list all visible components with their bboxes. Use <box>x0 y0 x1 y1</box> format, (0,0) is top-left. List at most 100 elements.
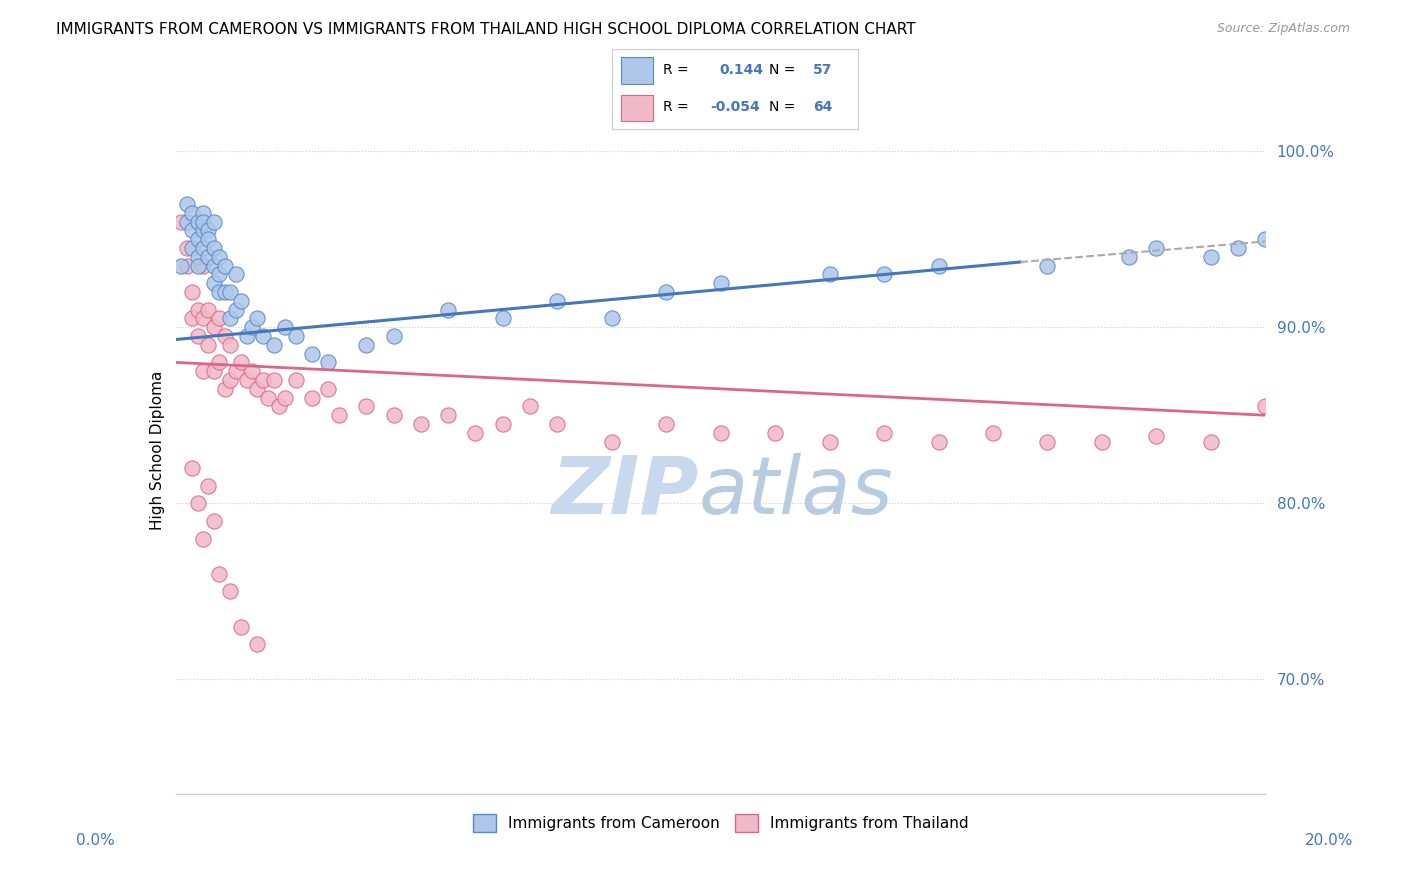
Point <box>202 259 225 273</box>
Point <box>252 329 274 343</box>
Point <box>274 320 297 334</box>
Point <box>191 364 214 378</box>
Point <box>246 637 269 651</box>
Y-axis label: High School Diploma: High School Diploma <box>149 371 165 530</box>
Point <box>191 311 214 326</box>
Point <box>186 496 209 510</box>
Point <box>176 241 198 255</box>
Point <box>231 619 253 633</box>
Point <box>186 214 209 228</box>
Point <box>170 214 193 228</box>
Point <box>409 417 432 431</box>
Point <box>214 329 236 343</box>
Point <box>546 417 568 431</box>
Point <box>219 584 242 599</box>
Point <box>600 311 623 326</box>
Point <box>197 338 219 352</box>
Point <box>181 241 204 255</box>
Point <box>225 268 247 282</box>
Point <box>197 478 219 492</box>
Point <box>492 417 515 431</box>
Text: Source: ZipAtlas.com: Source: ZipAtlas.com <box>1216 22 1350 36</box>
Point <box>328 409 350 423</box>
Point <box>202 241 225 255</box>
Point <box>274 391 297 405</box>
Point <box>214 382 236 396</box>
Point <box>170 259 193 273</box>
Point <box>176 259 198 273</box>
Point <box>202 514 225 528</box>
Point <box>1091 434 1114 449</box>
Point <box>186 250 209 264</box>
Point <box>519 400 541 414</box>
Point <box>197 232 219 246</box>
Point <box>284 329 307 343</box>
Point <box>197 223 219 237</box>
Point <box>382 409 405 423</box>
Point <box>197 302 219 317</box>
Point <box>231 293 253 308</box>
Point <box>186 329 209 343</box>
Point <box>181 223 204 237</box>
Point <box>763 425 786 440</box>
Point <box>208 250 231 264</box>
Point <box>1036 259 1059 273</box>
Point <box>600 434 623 449</box>
Point <box>191 205 214 219</box>
Point <box>235 329 257 343</box>
Point <box>240 320 263 334</box>
Point <box>202 320 225 334</box>
Point <box>181 311 204 326</box>
Point <box>928 434 950 449</box>
Point <box>208 355 231 369</box>
Point <box>197 250 219 264</box>
Point <box>181 285 204 299</box>
Point <box>873 425 896 440</box>
Text: -0.054: -0.054 <box>710 100 759 114</box>
Point <box>191 241 214 255</box>
Point <box>219 338 242 352</box>
Text: atlas: atlas <box>699 452 894 531</box>
Point <box>246 382 269 396</box>
Point <box>219 285 242 299</box>
Point <box>710 425 733 440</box>
Point <box>318 355 340 369</box>
FancyBboxPatch shape <box>621 95 654 121</box>
Point <box>655 285 678 299</box>
Point <box>176 214 198 228</box>
Point <box>1199 434 1222 449</box>
Point <box>710 276 733 290</box>
Point <box>1254 400 1277 414</box>
Point <box>208 311 231 326</box>
Point <box>231 355 253 369</box>
Point <box>225 302 247 317</box>
Point <box>437 302 460 317</box>
Point <box>1118 250 1140 264</box>
Point <box>225 364 247 378</box>
Point <box>382 329 405 343</box>
Point <box>191 214 214 228</box>
Point <box>202 364 225 378</box>
Text: R =: R = <box>664 100 689 114</box>
Text: IMMIGRANTS FROM CAMEROON VS IMMIGRANTS FROM THAILAND HIGH SCHOOL DIPLOMA CORRELA: IMMIGRANTS FROM CAMEROON VS IMMIGRANTS F… <box>56 22 915 37</box>
Point <box>181 205 204 219</box>
Point <box>301 346 323 360</box>
Point <box>1144 241 1167 255</box>
Point <box>437 409 460 423</box>
Text: 20.0%: 20.0% <box>1305 833 1353 847</box>
Text: R =: R = <box>664 63 689 78</box>
Point <box>257 391 280 405</box>
Point <box>252 373 274 387</box>
Point <box>818 434 841 449</box>
Point <box>191 223 214 237</box>
Point <box>246 311 269 326</box>
Text: ZIP: ZIP <box>551 452 699 531</box>
Point <box>655 417 678 431</box>
Point <box>202 276 225 290</box>
Point <box>1144 429 1167 443</box>
Point <box>208 285 231 299</box>
Point <box>464 425 486 440</box>
Point <box>186 232 209 246</box>
Point <box>356 400 378 414</box>
Point <box>191 532 214 546</box>
